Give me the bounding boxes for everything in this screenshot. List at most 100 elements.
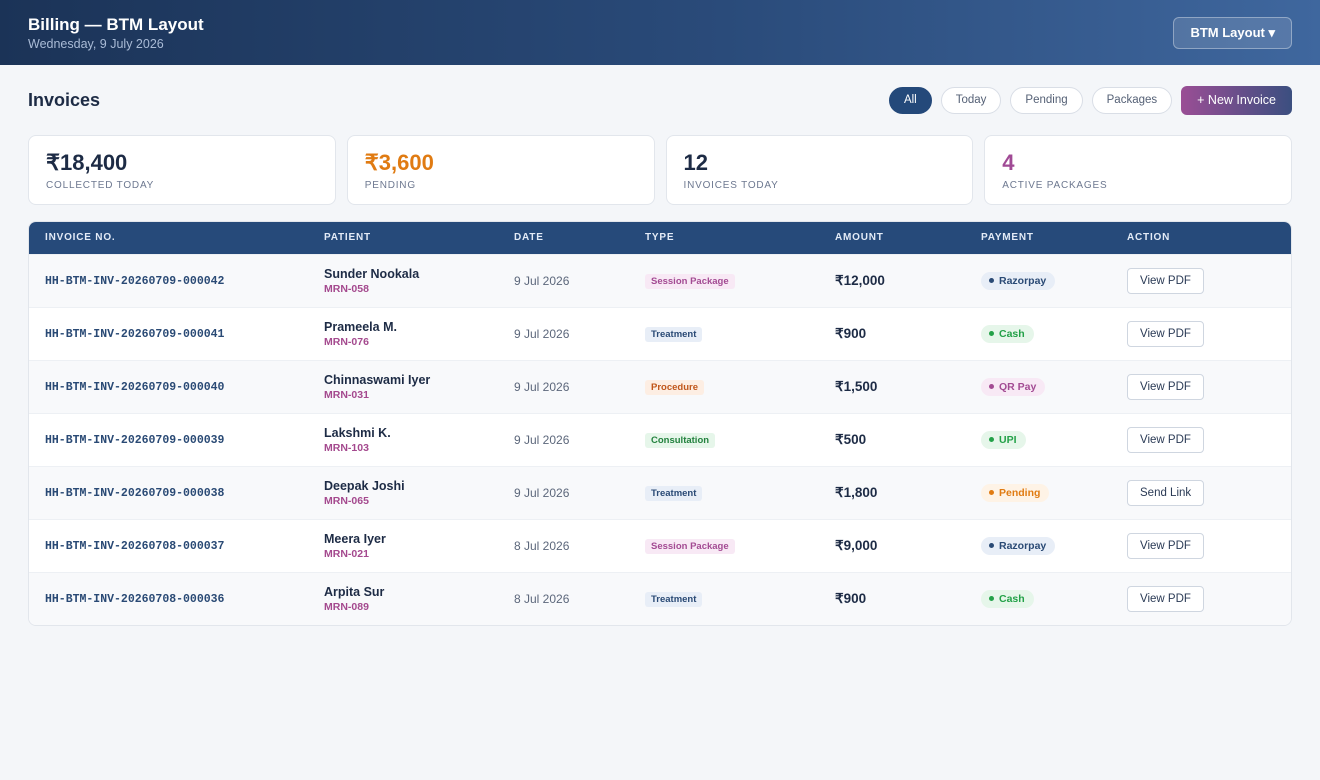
- patient-cell: Sunder Nookala MRN-058: [308, 254, 498, 307]
- patient-mrn: MRN-076: [324, 335, 369, 348]
- patient-mrn: MRN-058: [324, 282, 369, 295]
- type-badge: Consultation: [645, 432, 716, 448]
- invoice-amount: ₹12,000: [835, 272, 885, 288]
- type-cell: Session Package: [629, 254, 819, 307]
- payment-badge: Cash: [981, 324, 1034, 343]
- send-link-button[interactable]: Send Link: [1127, 479, 1205, 506]
- header-titles: Billing — BTM Layout Wednesday, 9 July 2…: [28, 15, 204, 51]
- stat-label: ACTIVE PACKAGES: [1002, 180, 1108, 191]
- payment-badge: QR Pay: [981, 377, 1046, 396]
- invoice-filters: All Today Pending Packages + New Invoice: [888, 85, 1292, 115]
- filter-packages[interactable]: Packages: [1091, 86, 1173, 114]
- patient-mrn: MRN-065: [324, 494, 369, 507]
- view-pdf-button[interactable]: View PDF: [1127, 320, 1204, 347]
- column-header-patient: PATIENT: [324, 232, 371, 244]
- patient-mrn: MRN-021: [324, 547, 369, 560]
- date-cell: 8 Jul 2026: [498, 519, 629, 572]
- action-cell: View PDF: [1111, 254, 1291, 307]
- patient-cell: Chinnaswami Iyer MRN-031: [308, 360, 498, 413]
- payment-badge: Pending: [981, 483, 1050, 502]
- stat-label: PENDING: [364, 180, 416, 191]
- invoice-number: HH-BTM-INV-20260709-000040: [45, 381, 225, 394]
- status-dot-icon: [989, 278, 994, 283]
- payment-method: UPI: [999, 433, 1017, 446]
- stat-card-collected: ₹18,400 COLLECTED TODAY: [28, 135, 336, 205]
- patient-cell: Arpita Sur MRN-089: [308, 572, 498, 625]
- patient-cell: Prameela M. MRN-076: [308, 307, 498, 360]
- amount-cell: ₹1,500: [819, 360, 965, 413]
- stat-card-pending: ₹3,600 PENDING: [346, 135, 655, 205]
- payment-method: Razorpay: [999, 274, 1047, 287]
- patient-name: Deepak Joshi: [324, 478, 405, 493]
- view-pdf-button[interactable]: View PDF: [1127, 585, 1204, 612]
- invoice-date: 9 Jul 2026: [514, 379, 570, 394]
- invoice-number: HH-BTM-INV-20260708-000036: [45, 593, 225, 607]
- stat-value: ₹18,400: [46, 150, 128, 175]
- filter-today[interactable]: Today: [940, 86, 1002, 114]
- patient-name: Chinnaswami Iyer: [324, 372, 431, 387]
- table-row: HH-BTM-INV-20260709-000042 Sunder Nookala…: [29, 254, 1291, 307]
- status-dot-icon: [989, 331, 994, 336]
- invoice-date: 8 Jul 2026: [514, 591, 570, 606]
- status-dot-icon: [989, 384, 994, 389]
- view-pdf-button[interactable]: View PDF: [1127, 373, 1204, 400]
- patient-cell: Meera Iyer MRN-021: [308, 519, 498, 572]
- type-cell: Treatment: [629, 307, 819, 360]
- stat-card-invoices-today: 12 INVOICES TODAY: [665, 135, 974, 205]
- invoice-cell: HH-BTM-INV-20260709-000041: [29, 307, 308, 360]
- payment-cell: Razorpay: [965, 254, 1111, 307]
- action-cell: View PDF: [1111, 413, 1291, 466]
- column-header-payment: PAYMENT: [981, 232, 1034, 244]
- action-cell: View PDF: [1111, 519, 1291, 572]
- filter-all[interactable]: All: [888, 86, 932, 114]
- table-row: HH-BTM-INV-20260708-000037 Meera Iyer MRN-…: [29, 519, 1291, 572]
- payment-cell: Cash: [965, 572, 1111, 625]
- page-header-title: Billing — BTM Layout: [28, 14, 204, 34]
- invoice-amount: ₹1,800: [835, 484, 878, 500]
- status-dot-icon: [989, 596, 994, 602]
- branch-selector-button[interactable]: BTM Layout ▾: [1173, 16, 1292, 49]
- stat-label: INVOICES TODAY: [683, 180, 779, 191]
- patient-cell: Lakshmi K. MRN-103: [308, 413, 498, 466]
- invoice-cell: HH-BTM-INV-20260709-000038: [29, 466, 308, 519]
- payment-badge: Razorpay: [981, 271, 1056, 290]
- table-row: HH-BTM-INV-20260709-000040 Chinnaswami Iy…: [29, 360, 1291, 413]
- view-pdf-button[interactable]: View PDF: [1127, 426, 1204, 453]
- invoice-amount: ₹900: [835, 325, 867, 341]
- invoice-amount: ₹900: [835, 590, 867, 606]
- payment-cell: QR Pay: [965, 360, 1111, 413]
- table-row: HH-BTM-INV-20260709-000039 Lakshmi K. MRN-…: [29, 413, 1291, 466]
- invoice-cell: HH-BTM-INV-20260709-000039: [29, 413, 308, 466]
- invoice-number: HH-BTM-INV-20260709-000039: [45, 434, 225, 447]
- invoice-date: 9 Jul 2026: [514, 326, 570, 341]
- invoice-number: HH-BTM-INV-20260709-000038: [45, 487, 225, 500]
- payment-cell: Pending: [965, 466, 1111, 519]
- date-cell: 9 Jul 2026: [498, 413, 629, 466]
- action-cell: View PDF: [1111, 307, 1291, 360]
- filter-pending[interactable]: Pending: [1010, 86, 1083, 114]
- view-pdf-button[interactable]: View PDF: [1127, 532, 1204, 559]
- payment-badge: UPI: [981, 430, 1026, 449]
- invoices-table: INVOICE NO. PATIENT DATE TYPE AMOUNT PAY…: [29, 222, 1291, 625]
- date-cell: 9 Jul 2026: [498, 360, 629, 413]
- invoice-date: 8 Jul 2026: [514, 538, 570, 553]
- new-invoice-button[interactable]: + New Invoice: [1181, 85, 1292, 115]
- type-badge: Treatment: [645, 326, 703, 342]
- action-cell: View PDF: [1111, 360, 1291, 413]
- type-badge: Session Package: [645, 538, 735, 554]
- status-dot-icon: [989, 543, 994, 548]
- view-pdf-button[interactable]: View PDF: [1127, 267, 1204, 294]
- type-cell: Treatment: [629, 572, 819, 625]
- column-header-action: ACTION: [1127, 232, 1171, 244]
- column-header-amount: AMOUNT: [835, 232, 884, 244]
- type-cell: Procedure: [629, 360, 819, 413]
- date-cell: 9 Jul 2026: [498, 254, 629, 307]
- column-header-date: DATE: [514, 232, 544, 244]
- invoice-cell: HH-BTM-INV-20260709-000040: [29, 360, 308, 413]
- invoice-amount: ₹1,500: [835, 378, 878, 394]
- payment-method: QR Pay: [999, 380, 1037, 393]
- invoices-header-row: Invoices All Today Pending Packages + Ne…: [28, 65, 1292, 135]
- table-row: HH-BTM-INV-20260709-000041 Prameela M. MRN…: [29, 307, 1291, 360]
- patient-mrn: MRN-103: [324, 441, 369, 454]
- top-bar: Billing — BTM Layout Wednesday, 9 July 2…: [0, 0, 1320, 65]
